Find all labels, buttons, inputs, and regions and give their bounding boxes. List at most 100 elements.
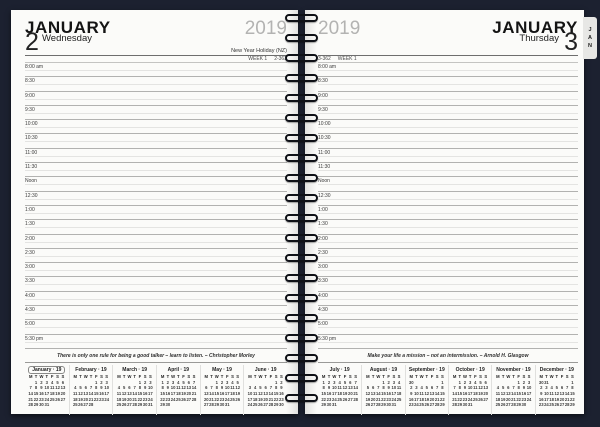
- time-slot-row[interactable]: 4:00: [25, 292, 287, 307]
- time-slot-row[interactable]: 9:00: [318, 92, 578, 106]
- time-slot-label: 8:00 am: [318, 64, 337, 70]
- time-slot-row[interactable]: 9:30: [25, 106, 287, 121]
- quote-row: There is only one rule for being a good …: [25, 349, 287, 363]
- holiday-note: New Year Holiday (NZ): [231, 48, 287, 54]
- time-slot-label: 10:00: [318, 121, 331, 128]
- time-slot-row[interactable]: 3:00: [318, 263, 578, 278]
- time-slot-label: 5:30 pm: [25, 335, 44, 342]
- half-hour-rule: [25, 170, 287, 172]
- mini-calendar[interactable]: December · 19 M T W T F S S 30 31 1 2 3 4 5 6 7 8 9 10 11 12 1…: [534, 365, 578, 415]
- mini-calendar-dates: 1 2 3 4 5 6 7 8 9 10 11 12 13 14 15 16 17 18 19 20 21 22 23 24 2…: [247, 379, 284, 408]
- time-slot-row[interactable]: 3:30: [25, 277, 287, 292]
- mini-calendar-title: January · 19: [25, 366, 69, 374]
- time-slot-row[interactable]: Noon: [25, 177, 287, 192]
- time-slot-row[interactable]: 2:30: [318, 249, 578, 264]
- time-slot-row[interactable]: 12:30: [318, 192, 578, 206]
- mini-calendar[interactable]: September · 19 M T W T F S S 30 1 2 3 4 5 6 7 8 9 10 11 12 13…: [404, 365, 448, 415]
- time-slot-row[interactable]: 5:30 pm: [25, 335, 287, 349]
- half-hour-rule: [318, 155, 578, 157]
- time-slot-row[interactable]: 9:00: [25, 92, 287, 106]
- time-slot-label: 8:30: [318, 78, 328, 85]
- time-slot-row[interactable]: 1:30: [25, 220, 287, 235]
- half-hour-rule: [25, 255, 287, 257]
- time-slot-row[interactable]: 10:30: [318, 134, 578, 149]
- time-slot-row[interactable]: 5:30 pm: [318, 335, 578, 349]
- time-slot-row[interactable]: 8:30: [25, 77, 287, 92]
- half-hour-rule: [25, 184, 287, 186]
- time-slot-row[interactable]: 12:30: [25, 192, 287, 206]
- mini-calendar[interactable]: July · 19 M T W T F S S 1 2 3 4 5 6 7 8 9 10 11 12 13 14 15 16 1…: [318, 365, 361, 415]
- time-slot-row[interactable]: 3:30: [318, 277, 578, 292]
- time-slot-row[interactable]: 11:00: [25, 149, 287, 164]
- mini-calendar-dates: 1 2 3 4 5 6 7 8 9 10 11 12 13 14 15 16 17 18 19 20 21 22 23 24 2…: [72, 379, 110, 408]
- mini-calendar[interactable]: January · 19 M T W T F S S 1 2 3 4 5 6 7 8 9 10 11 12 13 14 15…: [25, 365, 69, 415]
- mini-calendars: January · 19 M T W T F S S 1 2 3 4 5 6 7 8 9 10 11 12 13 14 15…: [25, 365, 287, 415]
- year-label: 2019: [318, 18, 361, 39]
- half-hour-rule: [25, 141, 287, 143]
- half-hour-rule: [318, 341, 578, 343]
- mini-calendar[interactable]: May · 19 M T W T F S S 1 2 3 4 5 6 7 8 9 10 11 12 13 14 15 16 17…: [199, 365, 244, 415]
- half-hour-rule: [318, 327, 578, 329]
- mini-calendar-dates: 1 2 3 4 5 6 7 8 9 10 11 12 13 14 15 16 17 18 19 20 21 22 23 24 2…: [116, 379, 153, 408]
- time-slot-row[interactable]: 8:00 am: [318, 63, 578, 78]
- half-hour-rule: [25, 270, 287, 272]
- mini-calendar[interactable]: October · 19 M T W T F S S 1 2 3 4 5 6 7 8 9 10 11 12 13 14 15…: [447, 365, 491, 415]
- time-slot-row[interactable]: 1:00: [318, 206, 578, 221]
- half-hour-rule: [25, 84, 287, 86]
- mini-calendar[interactable]: February · 19 M T W T F S S 1 2 3 4 5 6 7 8 9 10 11 12 13 14 1…: [68, 365, 113, 415]
- time-slot-label: 4:00: [25, 292, 35, 299]
- time-slot-row[interactable]: 4:00: [318, 292, 578, 307]
- quote-text: Make your life a mission – not an interm…: [367, 352, 529, 359]
- mini-calendar[interactable]: November · 19 M T W T F S S 1 2 3 4 5 6 7 8 9 10 11 12 13 14 1…: [491, 365, 534, 415]
- day-of-year-label: 3-362: [318, 56, 331, 62]
- time-slot-row[interactable]: 5:00: [318, 320, 578, 335]
- mini-calendars: July · 19 M T W T F S S 1 2 3 4 5 6 7 8 9 10 11 12 13 14 15 16 1…: [318, 365, 578, 415]
- time-slot-row[interactable]: 11:30: [318, 163, 578, 178]
- time-slot-label: 2:30: [318, 249, 328, 256]
- mini-calendar-title: June · 19: [254, 367, 277, 373]
- time-slot-row[interactable]: 10:00: [25, 120, 287, 135]
- time-slot-row[interactable]: 4:30: [318, 306, 578, 321]
- time-slot-row[interactable]: 2:30: [25, 249, 287, 264]
- time-slot-row[interactable]: 9:30: [318, 106, 578, 121]
- mini-calendar-dates: 30 31 1 2 3 4 5 6 7 8 9 10 11 12 13 14 15 16 17 18 19 20 21 22 2…: [538, 379, 575, 408]
- time-slot-label: 11:00: [25, 149, 38, 156]
- time-slot-row[interactable]: 8:00 am: [25, 63, 287, 78]
- time-slot-row[interactable]: 1:00: [25, 206, 287, 221]
- half-hour-rule: [25, 313, 287, 315]
- mini-calendar[interactable]: August · 19 M T W T F S S 1 2 3 4 5 6 7 8 9 10 11 12 13 14 15 1…: [361, 365, 404, 415]
- half-hour-rule: [318, 198, 578, 200]
- time-slot-row[interactable]: 2:00: [318, 235, 578, 249]
- time-slot-label: 5:30 pm: [318, 335, 337, 342]
- half-hour-rule: [318, 313, 578, 315]
- mini-calendar-dates: 1 2 3 4 5 6 7 8 9 10 11 12 13 14 15 16 17 18 19 20 21 22 23 24 2…: [321, 379, 358, 408]
- mini-calendar[interactable]: April · 19 M T W T F S S 1 2 3 4 5 6 7 8 9 10 11 12 13 14 15 16…: [156, 365, 200, 415]
- time-slot-row[interactable]: 4:30: [25, 306, 287, 321]
- time-slot-row[interactable]: 11:00: [318, 149, 578, 164]
- half-hour-rule: [25, 112, 287, 114]
- time-slot-row[interactable]: 10:00: [318, 120, 578, 135]
- mini-calendar[interactable]: March · 19 M T W T F S S 1 2 3 4 5 6 7 8 9 10 11 12 13 14 15 16…: [112, 365, 156, 415]
- half-hour-rule: [25, 127, 287, 129]
- mini-calendar-title: April · 19: [167, 367, 190, 373]
- time-slot-row[interactable]: Noon: [318, 177, 578, 192]
- time-slot-row[interactable]: 1:30: [318, 220, 578, 235]
- time-slot-row[interactable]: 2:00: [25, 235, 287, 249]
- time-slot-row[interactable]: 8:30: [318, 77, 578, 92]
- time-slot-row[interactable]: 10:30: [25, 134, 287, 149]
- time-slot-label: 2:00: [318, 235, 328, 242]
- time-slot-row[interactable]: 3:00: [25, 263, 287, 278]
- week-info-line: WEEK 1 2-363: [25, 56, 287, 63]
- time-slot-row[interactable]: 5:00: [25, 320, 287, 335]
- time-slot-label: 5:00: [25, 321, 35, 328]
- day-number: 2: [25, 28, 39, 56]
- time-slot-row[interactable]: 11:30: [25, 163, 287, 178]
- mini-calendar[interactable]: June · 19 M T W T F S S 1 2 3 4 5 6 7 8 9 10 11 12 13 14 15 16 1…: [243, 365, 287, 415]
